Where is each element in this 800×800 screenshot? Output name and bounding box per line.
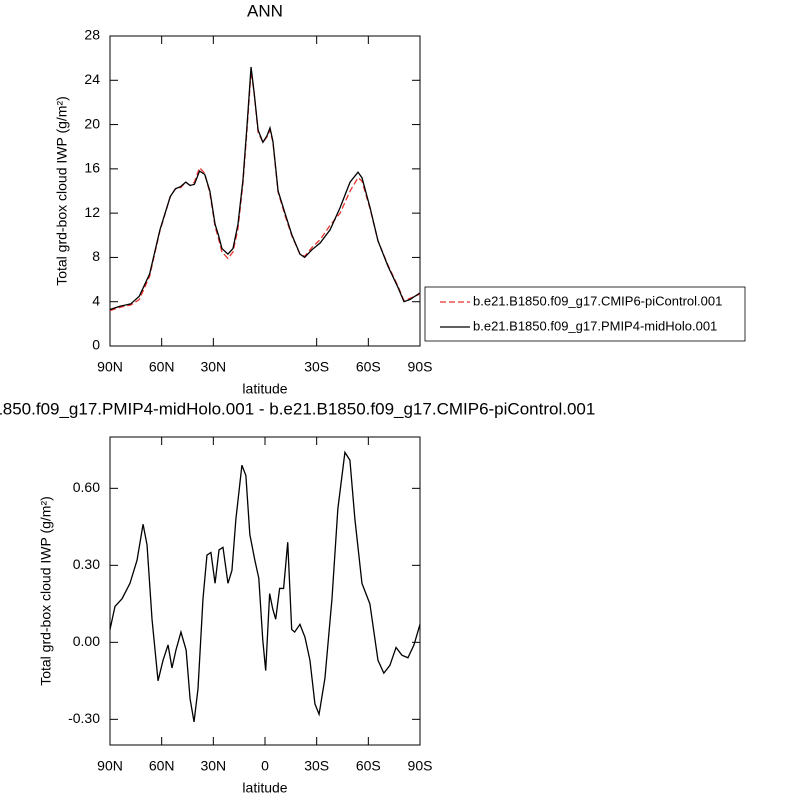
y-tick-label: 0.30 <box>73 556 100 572</box>
y-tick-label: 28 <box>84 27 100 43</box>
x-tick-label: 90N <box>97 359 123 375</box>
x-tick-label: 60N <box>149 758 175 774</box>
x-tick-label: 90S <box>408 359 433 375</box>
data-line <box>109 71 421 312</box>
plot-frame <box>109 35 421 347</box>
data-line <box>109 450 421 723</box>
y-tick-label: 0.00 <box>73 633 100 649</box>
y-tick-label: 12 <box>84 204 100 220</box>
y-tick-label: 8 <box>92 248 100 264</box>
data-line <box>109 66 421 311</box>
legend-box <box>424 286 746 342</box>
legend-label: b.e21.B1850.f09_g17.PMIP4-midHolo.001 <box>473 318 717 333</box>
x-tick-label: 0 <box>261 758 269 774</box>
y-tick-label: 20 <box>84 115 100 131</box>
legend-label: b.e21.B1850.f09_g17.CMIP6-piControl.001 <box>473 293 722 308</box>
x-tick-label: 30S <box>304 359 329 375</box>
x-axis-label: latitude <box>242 780 287 796</box>
x-tick-label: 60S <box>356 758 381 774</box>
y-tick-label: -0.30 <box>68 710 100 726</box>
x-tick-label: 60S <box>356 359 381 375</box>
x-axis-label: latitude <box>242 381 287 397</box>
x-tick-label: 30N <box>200 359 226 375</box>
y-axis-label: Total grd-box cloud IWP (g/m²) <box>54 96 70 286</box>
x-tick-label: 30S <box>304 758 329 774</box>
chart-title: b.e21.B1850.f09_g17.PMIP4-midHolo.001 - … <box>0 399 595 418</box>
x-tick-label: 90S <box>408 758 433 774</box>
y-tick-label: 0.60 <box>73 479 100 495</box>
plot-frame <box>109 436 421 746</box>
y-tick-label: 16 <box>84 160 100 176</box>
x-tick-label: 90N <box>97 758 123 774</box>
x-tick-label: 30N <box>200 758 226 774</box>
y-tick-label: 0 <box>92 337 100 353</box>
y-tick-label: 4 <box>92 292 100 308</box>
y-axis-label: Total grd-box cloud IWP (g/m²) <box>38 496 54 686</box>
chart-title: ANN <box>247 1 283 20</box>
x-tick-label: 60N <box>149 359 175 375</box>
y-tick-label: 24 <box>84 71 100 87</box>
